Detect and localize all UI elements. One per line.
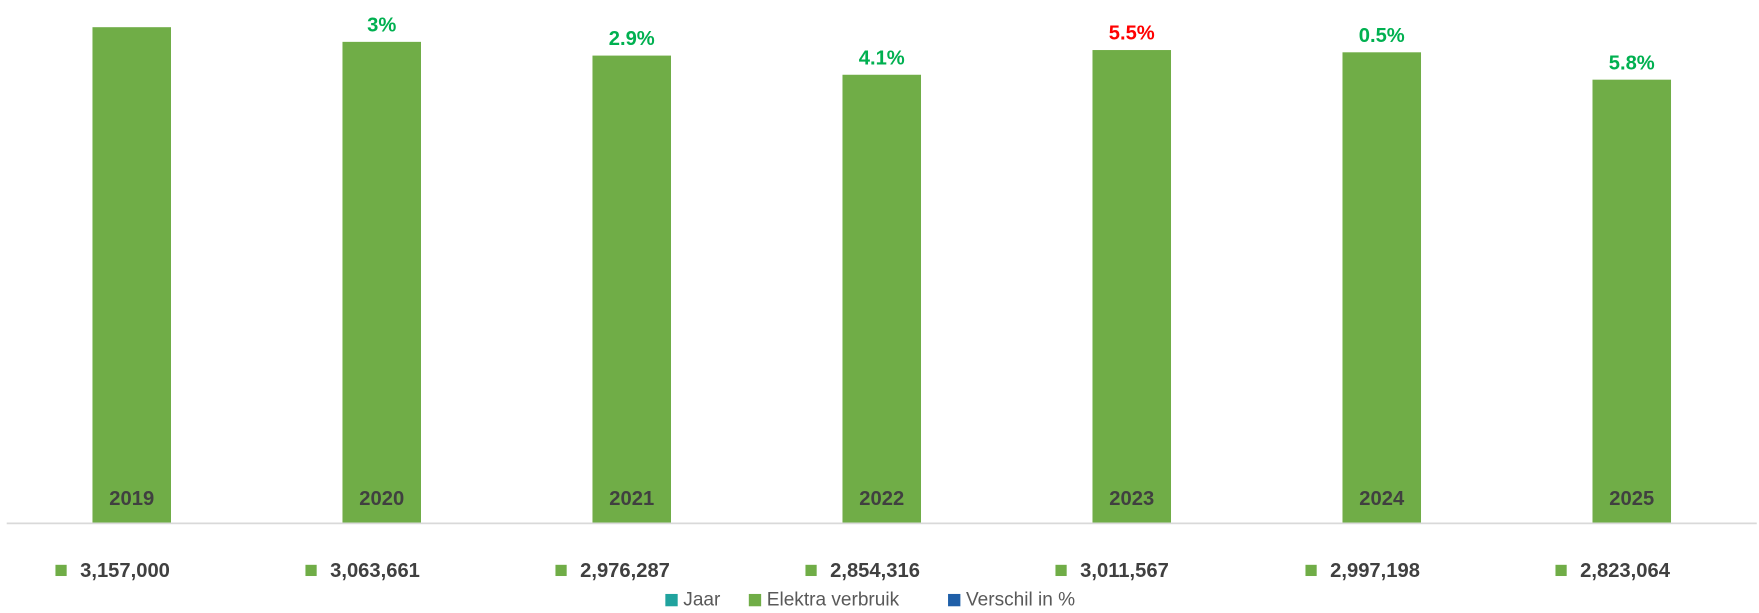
category-label: 2024 <box>1359 488 1405 510</box>
percent-label: 0.5% <box>1359 25 1405 47</box>
value-label: 3,011,567 <box>1080 560 1169 582</box>
category-label: 2020 <box>359 488 404 510</box>
category-label: 2025 <box>1609 488 1654 510</box>
category-label: 2019 <box>109 488 154 510</box>
value-label: 2,854,316 <box>830 560 920 582</box>
value-label: 3,063,661 <box>330 560 420 582</box>
bar <box>1592 79 1672 524</box>
bar <box>1092 50 1172 524</box>
percent-label: 4.1% <box>859 47 905 69</box>
value-label: 3,157,000 <box>80 560 170 582</box>
bar <box>342 41 421 524</box>
category-label: 2022 <box>859 488 904 510</box>
legend-swatch <box>948 593 961 607</box>
percent-label: 5.5% <box>1109 23 1155 45</box>
bar <box>842 74 922 524</box>
category-label: 2021 <box>609 488 654 510</box>
value-label-marker <box>305 564 317 577</box>
legend-swatch <box>748 593 762 607</box>
value-label-marker <box>55 564 67 577</box>
value-label: 2,997,198 <box>1330 560 1420 582</box>
bar <box>592 55 672 524</box>
value-label-marker <box>1055 564 1067 577</box>
percent-label: 5.8% <box>1609 52 1655 74</box>
value-label: 2,976,287 <box>580 560 670 582</box>
percent-label: 2.9% <box>609 28 655 50</box>
legend-label: Jaar <box>683 590 721 611</box>
bar <box>1342 52 1422 524</box>
legend-label: Elektra verbruik <box>767 590 900 611</box>
value-label-marker <box>1555 564 1567 577</box>
value-label-marker <box>555 564 567 577</box>
value-label-marker <box>1305 564 1317 577</box>
legend-swatch <box>665 593 678 607</box>
legend-label: Verschil in % <box>966 590 1075 611</box>
percent-label: 3% <box>367 15 396 37</box>
bar <box>92 27 171 524</box>
value-label-marker <box>805 564 817 577</box>
category-label: 2023 <box>1109 488 1154 510</box>
value-label: 2,823,064 <box>1580 560 1671 582</box>
